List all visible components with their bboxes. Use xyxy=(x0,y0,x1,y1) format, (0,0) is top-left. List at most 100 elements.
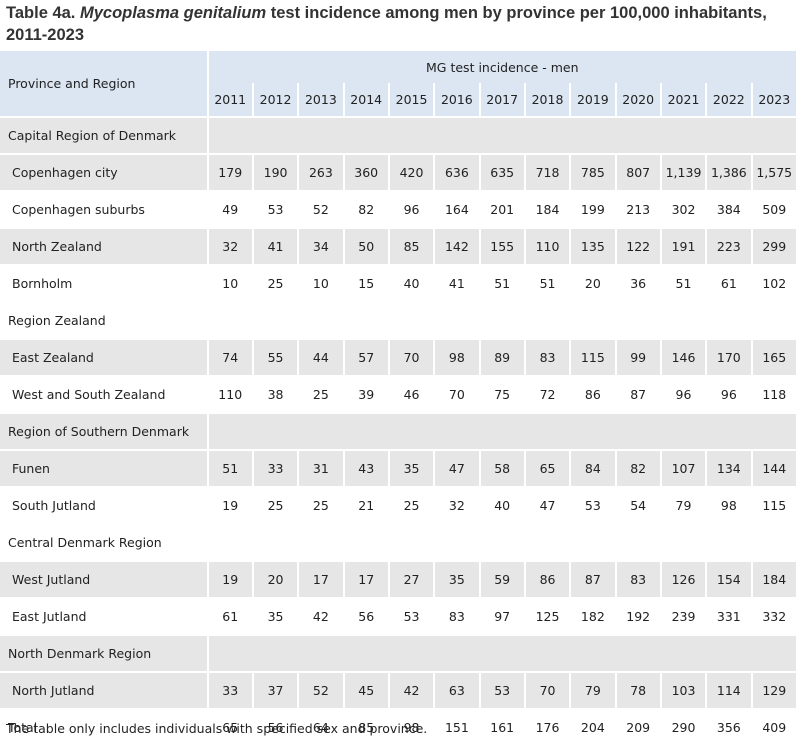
table-cell: 52 xyxy=(299,190,343,227)
year-header: 2017 xyxy=(480,83,524,116)
table-cell: 115 xyxy=(752,486,796,523)
table-cell: 47 xyxy=(525,486,570,523)
table-cell: 209 xyxy=(616,708,660,745)
table-cell: 65 xyxy=(208,708,252,745)
table-cell: 155 xyxy=(480,227,524,264)
table-cell: 33 xyxy=(253,449,298,486)
table-cell: 103 xyxy=(661,671,706,708)
table-cell: 51 xyxy=(525,264,570,301)
table-cell: 45 xyxy=(344,671,388,708)
table-cell: 39 xyxy=(344,375,388,412)
table-cell: 79 xyxy=(571,671,615,708)
table-cell: 83 xyxy=(525,338,570,375)
table-cell: 35 xyxy=(435,560,479,597)
table-cell: 135 xyxy=(571,227,615,264)
table-cell: 114 xyxy=(707,671,751,708)
table-row: East Zealand 74 55 44 57 70 98 89 83 115 99 146 170 1… xyxy=(0,338,796,375)
table-cell: 25 xyxy=(299,375,343,412)
year-header: 2014 xyxy=(344,83,388,116)
table-cell: 53 xyxy=(253,190,298,227)
table-row: Copenhagen suburbs 49 53 52 82 96 164 201 184 199… xyxy=(0,190,796,227)
table-cell: 110 xyxy=(208,375,252,412)
table-cell: 17 xyxy=(299,560,343,597)
table-cell: 58 xyxy=(480,449,524,486)
table-cell: 38 xyxy=(253,375,298,412)
table-cell: 102 xyxy=(752,264,796,301)
row-label: Copenhagen city xyxy=(0,153,207,190)
table-cell: 356 xyxy=(707,708,751,745)
table-cell: 1,575 xyxy=(752,153,796,190)
table-cell: 118 xyxy=(752,375,796,412)
table-cell: 65 xyxy=(525,449,570,486)
row-label: Bornholm xyxy=(0,264,207,301)
table-cell: 43 xyxy=(344,449,388,486)
year-header: 2011 xyxy=(208,83,252,116)
table-cell: 96 xyxy=(661,375,706,412)
row-label: Total xyxy=(0,708,207,745)
table-row: East Jutland 61 35 42 56 53 83 97 125 182 192 239 33… xyxy=(0,597,796,634)
table-cell: 302 xyxy=(661,190,706,227)
year-header: 2020 xyxy=(616,83,660,116)
table-cell: 55 xyxy=(253,338,298,375)
table-cell: 184 xyxy=(752,560,796,597)
table-cell: 509 xyxy=(752,190,796,227)
year-header: 2013 xyxy=(299,83,343,116)
table-cell: 54 xyxy=(616,486,660,523)
table-cell: 25 xyxy=(299,486,343,523)
table-cell: 82 xyxy=(344,190,388,227)
table-cell: 70 xyxy=(435,375,479,412)
table-cell: 239 xyxy=(661,597,706,634)
table-cell: 360 xyxy=(344,153,388,190)
table-cell: 79 xyxy=(661,486,706,523)
table-cell: 115 xyxy=(571,338,615,375)
region-label: Region of Southern Denmark xyxy=(0,412,207,449)
table-cell: 85 xyxy=(389,227,434,264)
region-row: Region of Southern Denmark xyxy=(0,412,796,449)
region-row: Central Denmark Region xyxy=(0,523,796,560)
region-fill xyxy=(208,523,796,560)
table-cell: 99 xyxy=(616,338,660,375)
table-cell: 204 xyxy=(571,708,615,745)
table-cell: 20 xyxy=(571,264,615,301)
table-cell: 46 xyxy=(389,375,434,412)
table-cell: 35 xyxy=(389,449,434,486)
table-cell: 31 xyxy=(299,449,343,486)
table-cell: 184 xyxy=(525,190,570,227)
table-cell: 59 xyxy=(480,560,524,597)
table-cell: 98 xyxy=(707,486,751,523)
table-cell: 86 xyxy=(525,560,570,597)
row-label: Copenhagen suburbs xyxy=(0,190,207,227)
table-cell: 82 xyxy=(616,449,660,486)
table-cell: 83 xyxy=(616,560,660,597)
region-fill xyxy=(208,412,796,449)
table-cell: 42 xyxy=(299,597,343,634)
corner-header: Province and Region xyxy=(0,51,207,116)
table-cell: 96 xyxy=(707,375,751,412)
table-cell: 331 xyxy=(707,597,751,634)
table-cell: 164 xyxy=(435,190,479,227)
table-cell: 290 xyxy=(661,708,706,745)
table-cell: 34 xyxy=(299,227,343,264)
year-header: 2012 xyxy=(253,83,298,116)
row-label: North Zealand xyxy=(0,227,207,264)
table-header: Province and Region MG test incidence - … xyxy=(0,51,796,116)
table-cell: 42 xyxy=(389,671,434,708)
table-cell: 25 xyxy=(389,486,434,523)
table-cell: 35 xyxy=(253,597,298,634)
table-cell: 134 xyxy=(707,449,751,486)
table-cell: 17 xyxy=(344,560,388,597)
table-body: Capital Region of Denmark Copenhagen city… xyxy=(0,116,796,745)
row-label: East Zealand xyxy=(0,338,207,375)
table-cell: 179 xyxy=(208,153,252,190)
table-cell: 37 xyxy=(253,671,298,708)
year-header: 2021 xyxy=(661,83,706,116)
table-cell: 223 xyxy=(707,227,751,264)
region-row: Capital Region of Denmark xyxy=(0,116,796,153)
table-row: West and South Zealand 110 38 25 39 46 70 75 72 8… xyxy=(0,375,796,412)
table-cell: 49 xyxy=(208,190,252,227)
year-header: 2022 xyxy=(707,83,751,116)
group-header: MG test incidence - men xyxy=(208,51,796,83)
region-label: Region Zealand xyxy=(0,301,207,338)
table-cell: 33 xyxy=(208,671,252,708)
region-label: North Denmark Region xyxy=(0,634,207,671)
